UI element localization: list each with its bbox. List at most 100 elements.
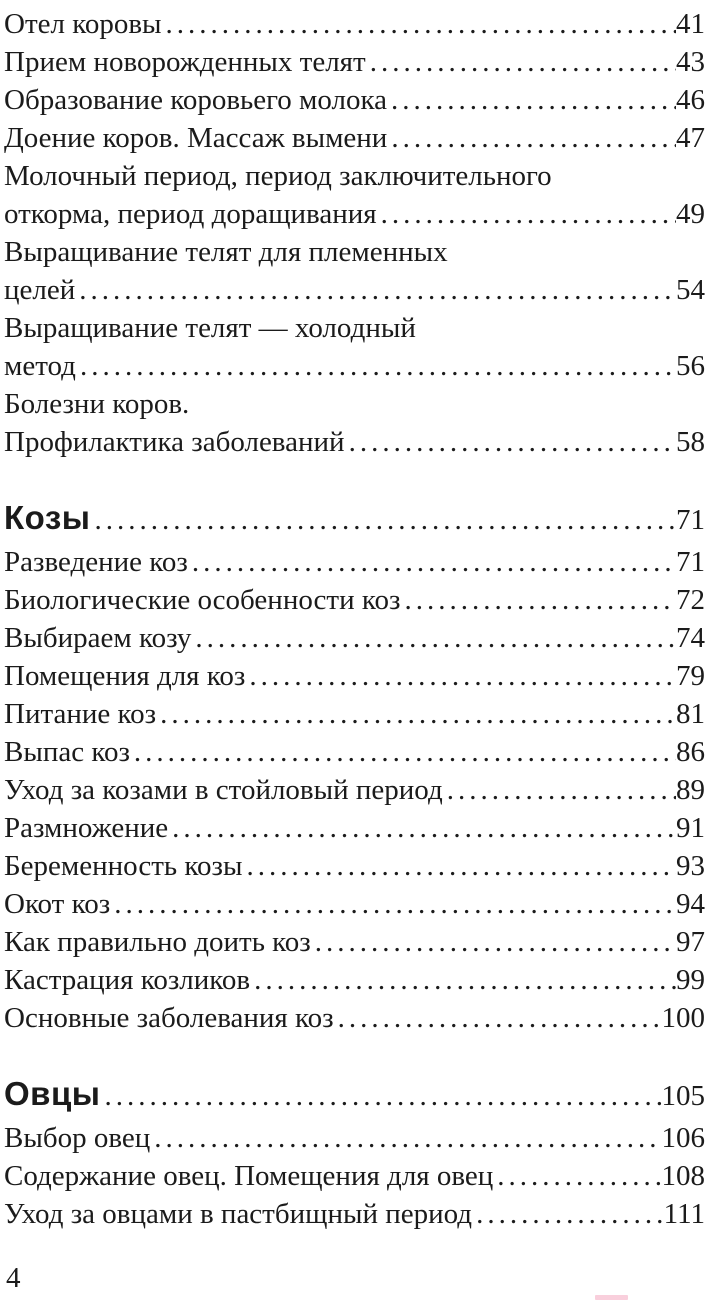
entry-page-number: 43 (676, 46, 705, 78)
toc-entry-line: Содержание овец. Помещения для овец.....… (4, 1157, 705, 1195)
entry-page-number: 99 (676, 964, 705, 996)
dot-leader: ........................................… (369, 46, 676, 78)
entry-title: Уход за козами в стойловый период (4, 774, 443, 806)
dot-leader: ........................................… (104, 1080, 662, 1112)
dot-leader: ........................................… (497, 1160, 661, 1192)
toc-entry-line: Прием новорожденных телят...............… (4, 43, 705, 81)
entry-title: Выбираем козу (4, 622, 192, 654)
dot-leader: ........................................… (254, 964, 676, 996)
entry-title: Выпас коз (4, 736, 130, 768)
section-heading-label: Овцы (4, 1075, 101, 1112)
entry-page-number: 49 (676, 198, 705, 230)
entry-title: метод (4, 350, 76, 382)
toc-entry-line: Выбираем козу...........................… (4, 619, 705, 657)
dot-leader: ........................................… (160, 698, 676, 730)
section-heading-label: Козы (4, 499, 91, 536)
entry-title: Помещения для коз (4, 660, 246, 692)
dot-leader: ........................................… (380, 198, 676, 230)
entry-title: целей (4, 274, 76, 306)
entry-page-number: 47 (676, 122, 705, 154)
toc-entry-line: Размножение.............................… (4, 809, 705, 847)
toc-section: Отел коровы.............................… (4, 5, 705, 461)
toc-entry-line: Выбор овец..............................… (4, 1119, 705, 1157)
entry-title: Выбор овец (4, 1122, 151, 1154)
dot-leader: ........................................… (314, 926, 676, 958)
dot-leader: ........................................… (154, 1122, 661, 1154)
dot-leader: ........................................… (79, 350, 676, 382)
entry-title: Разведение коз (4, 546, 188, 578)
dot-leader: ........................................… (391, 122, 676, 154)
entry-title: Профилактика заболеваний (4, 426, 345, 458)
entry-page-number: 41 (676, 8, 705, 40)
dot-leader: ........................................… (94, 504, 676, 536)
entry-page-number: 111 (663, 1198, 705, 1230)
entry-title: откорма, период доращивания (4, 198, 377, 230)
entry-page-number: 105 (661, 1080, 706, 1112)
dot-leader: ........................................… (191, 546, 676, 578)
toc-entry-line: Доение коров. Массаж вымени.............… (4, 119, 705, 157)
section-heading-line: Козы....................................… (4, 495, 705, 543)
entry-page-number: 86 (676, 736, 705, 768)
entry-title: Размножение (4, 812, 169, 844)
entry-page-number: 79 (676, 660, 705, 692)
entry-page-number: 71 (676, 546, 705, 578)
entry-title: Уход за овцами в пастбищный период (4, 1198, 473, 1230)
page-number-footer: 4 (6, 1262, 21, 1294)
dot-leader: ........................................… (172, 812, 676, 844)
entry-page-number: 100 (661, 1002, 706, 1034)
toc-entry-line: метод...................................… (4, 347, 705, 385)
scan-artifact-mark (595, 1295, 628, 1300)
toc-entry-line: Выпас коз...............................… (4, 733, 705, 771)
entry-page-number: 97 (676, 926, 705, 958)
toc-entry-line: Молочный период, период заключительного (4, 157, 705, 195)
entry-title: Образование коровьего молока (4, 84, 387, 116)
dot-leader: ........................................… (337, 1002, 662, 1034)
toc-entry-line: Болезни коров. (4, 385, 705, 423)
entry-title: Окот коз (4, 888, 111, 920)
entry-title: Как правильно доить коз (4, 926, 311, 958)
entry-page-number: 74 (676, 622, 705, 654)
dot-leader: ........................................… (79, 274, 676, 306)
entry-page-number: 71 (676, 504, 705, 536)
toc-entry-line: Биологические особенности коз...........… (4, 581, 705, 619)
toc-entry-line: Питание коз.............................… (4, 695, 705, 733)
entry-title: Молочный период, период заключительного (4, 160, 552, 192)
toc-entry-line: целей...................................… (4, 271, 705, 309)
entry-title: Выращивание телят для племенных (4, 236, 448, 268)
dot-leader: ........................................… (195, 622, 676, 654)
dot-leader: ........................................… (404, 584, 676, 616)
section-heading-line: Овцы....................................… (4, 1071, 705, 1119)
entry-title: Содержание овец. Помещения для овец (4, 1160, 494, 1192)
entry-page-number: 72 (676, 584, 705, 616)
entry-page-number: 58 (676, 426, 705, 458)
entry-title: Кастрация козликов (4, 964, 251, 996)
entry-title: Прием новорожденных телят (4, 46, 366, 78)
entry-page-number: 46 (676, 84, 705, 116)
toc-entry-line: Разведение коз..........................… (4, 543, 705, 581)
dot-leader: ........................................… (391, 84, 676, 116)
entry-title: Биологические особенности коз (4, 584, 401, 616)
dot-leader: ........................................… (446, 774, 676, 806)
toc-entry-line: Отел коровы.............................… (4, 5, 705, 43)
entry-title: Питание коз (4, 698, 157, 730)
entry-title: Беременность козы (4, 850, 243, 882)
toc-section: Овцы....................................… (4, 1071, 705, 1233)
toc-entry-line: Уход за козами в стойловый период.......… (4, 771, 705, 809)
entry-title: Основные заболевания коз (4, 1002, 334, 1034)
toc-entry-line: Как правильно доить коз.................… (4, 923, 705, 961)
dot-leader: ........................................… (348, 426, 676, 458)
toc-entry-line: откорма, период доращивания.............… (4, 195, 705, 233)
entry-page-number: 81 (676, 698, 705, 730)
entry-page-number: 89 (676, 774, 705, 806)
entry-page-number: 91 (676, 812, 705, 844)
toc-entry-line: Беременность козы.......................… (4, 847, 705, 885)
entry-page-number: 106 (661, 1122, 706, 1154)
table-of-contents: Отел коровы.............................… (4, 5, 706, 1233)
entry-page-number: 94 (676, 888, 705, 920)
dot-leader: ........................................… (165, 8, 676, 40)
toc-entry-line: Выращивание телят — холодный (4, 309, 705, 347)
toc-entry-line: Помещения для коз.......................… (4, 657, 705, 695)
entry-page-number: 108 (661, 1160, 706, 1192)
toc-entry-line: Выращивание телят для племенных (4, 233, 705, 271)
entry-page-number: 56 (676, 350, 705, 382)
